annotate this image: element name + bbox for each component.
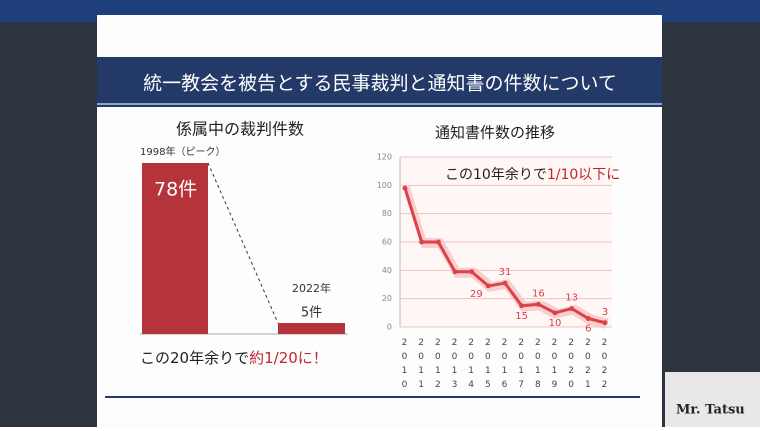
point (552, 310, 558, 316)
bar (278, 323, 345, 334)
point (452, 269, 458, 275)
y-tick-label: 0 (387, 323, 392, 332)
annotation-highlight: 1/10以下に (547, 167, 620, 183)
value-label: 13 (565, 293, 578, 304)
x-tick-label: 2013 (450, 338, 460, 394)
annotation-highlight: 約1/20に！ (249, 349, 328, 367)
x-tick-label: 2022 (600, 338, 610, 394)
name-plate (665, 372, 760, 427)
point (602, 320, 608, 326)
value-label: 78件 (154, 179, 197, 201)
point (485, 283, 491, 289)
x-tick-label: 2019 (550, 338, 560, 394)
value-label: 16 (532, 288, 545, 299)
x-tick-label: 2015 (483, 338, 493, 394)
category-label: 2022年 (292, 281, 331, 295)
annotation: この20年余りで約1/20に！ (140, 349, 328, 367)
x-tick-label: 2020 (566, 338, 576, 394)
annotation: この10年余りで1/10以下に (445, 166, 620, 183)
y-tick-label: 20 (382, 294, 392, 303)
x-tick-label: 2017 (516, 338, 526, 394)
point (402, 185, 408, 191)
y-tick-label: 100 (377, 181, 392, 190)
value-label: 5件 (301, 306, 322, 321)
value-label: 3 (602, 307, 608, 318)
point (569, 306, 575, 312)
y-tick-label: 40 (382, 266, 392, 275)
x-tick-label: 2012 (433, 338, 443, 394)
board-title: 統一教会を被告とする民事裁判と通知書の件数について (143, 73, 617, 95)
y-tick-label: 60 (382, 238, 392, 247)
value-label: 29 (470, 289, 483, 300)
bar (142, 163, 208, 334)
point (585, 316, 591, 321)
annotation-text: この10年余りで (445, 166, 547, 183)
chart-title: 通知書件数の推移 (435, 124, 555, 142)
value-label: 6 (585, 324, 591, 335)
x-tick-label: 2011 (416, 338, 426, 394)
connector (207, 162, 279, 324)
point (469, 269, 475, 275)
x-tick-label: 2010 (400, 338, 410, 394)
x-tick-label: 2018 (533, 338, 543, 394)
chart-title: 係属中の裁判件数 (176, 120, 304, 139)
y-tick-label: 80 (382, 209, 392, 218)
value-label: 31 (499, 267, 512, 278)
annotation-text: この20年余りで (140, 349, 249, 367)
value-label: 10 (549, 318, 562, 329)
value-label: 15 (515, 311, 528, 322)
point (519, 303, 525, 309)
point (419, 239, 425, 245)
title-bar (97, 57, 662, 107)
caption: Mr. Tatsu (676, 403, 745, 418)
bar-chart: 係属中の裁判件数 1998年（ピーク） 78件 2022年 5件この20年余りで約1/2… (140, 120, 348, 367)
line-chart: 通知書件数の推移 0 20 40 60 80 100 120 2010 2011 2012 2013 2… (377, 124, 621, 395)
point (502, 280, 508, 286)
point (535, 301, 541, 307)
x-tick-label: 2014 (466, 338, 476, 394)
y-tick-label: 120 (377, 153, 392, 162)
x-tick-label: 2021 (583, 338, 593, 394)
category-label: 1998年（ピーク） (140, 145, 225, 158)
x-tick-label: 2016 (500, 338, 510, 394)
point (435, 239, 441, 245)
